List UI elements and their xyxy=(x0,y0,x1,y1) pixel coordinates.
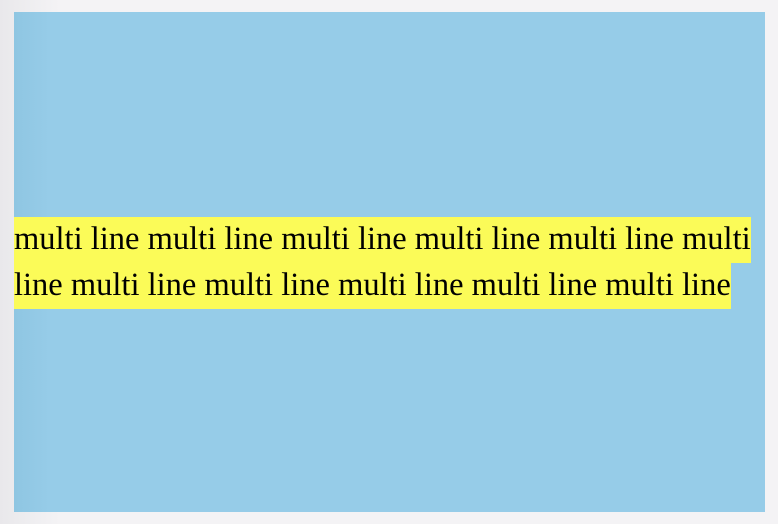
blue-panel: multi line multi line multi line multi l… xyxy=(14,12,765,512)
text-block: multi line multi line multi line multi l… xyxy=(14,216,765,309)
highlighted-multiline-text: multi line multi line multi line multi l… xyxy=(14,217,751,309)
